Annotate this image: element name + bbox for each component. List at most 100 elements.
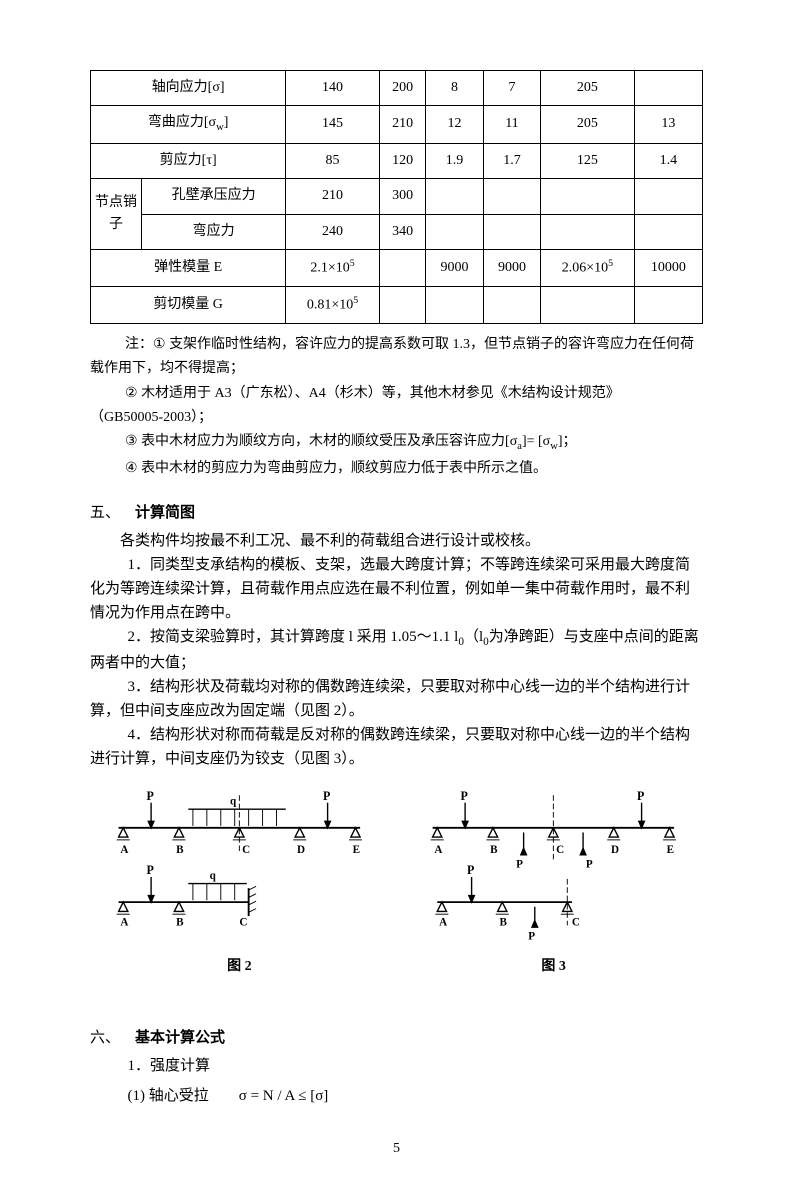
cell xyxy=(541,179,635,214)
row-label: 弯曲应力[σw] xyxy=(91,106,286,144)
circled-4-icon: ④ xyxy=(125,459,138,475)
cell xyxy=(483,179,540,214)
cell: 200 xyxy=(379,71,426,106)
section-5-num: 五、 xyxy=(90,501,135,525)
cell: 9000 xyxy=(483,250,540,287)
group-label: 节点销子 xyxy=(91,179,142,250)
cell: 0.81×105 xyxy=(286,287,380,324)
table-row: 轴向应力[σ] 140 200 8 7 205 xyxy=(91,71,703,106)
section-6-title: 基本计算公式 xyxy=(135,1030,225,1046)
row-label: 孔壁承压应力 xyxy=(142,179,286,214)
cell: 1.9 xyxy=(426,143,483,178)
cell: 120 xyxy=(379,143,426,178)
cell: 2.06×105 xyxy=(541,250,635,287)
cell: 13 xyxy=(634,106,702,144)
stress-table: 轴向应力[σ] 140 200 8 7 205 弯曲应力[σw] 145 210… xyxy=(90,70,703,324)
table-row: 剪应力[τ] 85 120 1.9 1.7 125 1.4 xyxy=(91,143,703,178)
cell xyxy=(634,287,702,324)
sec6-sub1: 1．强度计算 xyxy=(90,1054,703,1078)
cell: 11 xyxy=(483,106,540,144)
svg-text:A: A xyxy=(435,844,443,856)
formula-1: (1) 轴心受拉 σ = N / A ≤ [σ] xyxy=(128,1084,704,1108)
cell: 2.1×105 xyxy=(286,250,380,287)
note-1: 注：① 支架作临时性结构，容许应力的提高系数可取 1.3，但节点销子的容许弯应力… xyxy=(90,332,703,381)
svg-text:A: A xyxy=(120,844,128,856)
section-6-heading: 六、基本计算公式 xyxy=(90,1026,703,1050)
svg-text:A: A xyxy=(120,916,128,928)
cell xyxy=(379,287,426,324)
table-row: 弹性模量 E 2.1×105 9000 9000 2.06×105 10000 xyxy=(91,250,703,287)
cell: 145 xyxy=(286,106,380,144)
svg-text:D: D xyxy=(611,844,619,856)
svg-text:C: C xyxy=(242,844,250,856)
cell: 205 xyxy=(541,106,635,144)
svg-text:P: P xyxy=(323,789,331,803)
svg-text:q: q xyxy=(210,870,217,882)
cell xyxy=(483,214,540,249)
svg-text:B: B xyxy=(500,916,508,928)
note-4: ④ 表中木材的剪应力为弯曲剪应力，顺纹剪应力低于表中所示之值。 xyxy=(90,456,703,481)
svg-text:B: B xyxy=(176,916,184,928)
figure-3-caption: 图 3 xyxy=(414,956,693,978)
cell xyxy=(541,214,635,249)
cell: 85 xyxy=(286,143,380,178)
sec5-p2: 2．按简支梁验算时，其计算跨度 l 采用 1.05～1.1 l0（l0为净跨距）… xyxy=(90,625,703,675)
cell: 240 xyxy=(286,214,380,249)
svg-text:E: E xyxy=(353,844,360,856)
cell: 140 xyxy=(286,71,380,106)
cell xyxy=(426,179,483,214)
svg-text:D: D xyxy=(297,844,305,856)
cell xyxy=(634,179,702,214)
row-label: 轴向应力[σ] xyxy=(91,71,286,106)
section-6-num: 六、 xyxy=(90,1026,135,1050)
svg-text:C: C xyxy=(239,916,247,928)
cell: 125 xyxy=(541,143,635,178)
figure-2: P P q A B C D E xyxy=(100,786,379,978)
note-lead: 注： xyxy=(125,337,153,352)
table-row: 剪切模量 G 0.81×105 xyxy=(91,287,703,324)
row-label: 剪应力[τ] xyxy=(91,143,286,178)
cell xyxy=(634,71,702,106)
svg-text:q: q xyxy=(230,795,237,807)
formula-1-expr: σ = N / A ≤ [σ] xyxy=(239,1088,329,1104)
svg-text:P: P xyxy=(529,930,536,942)
row-label: 弯应力 xyxy=(142,214,286,249)
cell: 340 xyxy=(379,214,426,249)
cell xyxy=(426,214,483,249)
cell: 8 xyxy=(426,71,483,106)
table-notes: 注：① 支架作临时性结构，容许应力的提高系数可取 1.3，但节点销子的容许弯应力… xyxy=(90,332,703,481)
svg-text:C: C xyxy=(572,916,580,928)
cell: 205 xyxy=(541,71,635,106)
cell: 12 xyxy=(426,106,483,144)
cell: 300 xyxy=(379,179,426,214)
svg-text:P: P xyxy=(586,859,593,871)
sec5-p4: 4．结构形状对称而荷载是反对称的偶数跨连续梁，只要取对称中心线一边的半个结构进行… xyxy=(90,723,703,771)
svg-text:E: E xyxy=(667,844,674,856)
table-row: 弯曲应力[σw] 145 210 12 11 205 13 xyxy=(91,106,703,144)
note-3: ③ 表中木材应力为顺纹方向，木材的顺纹受压及承压容许应力[σa]= [σw]； xyxy=(90,429,703,456)
sec5-p3: 3．结构形状及荷载均对称的偶数跨连续梁，只要取对称中心线一边的半个结构进行计算，… xyxy=(90,675,703,723)
svg-text:P: P xyxy=(146,789,154,803)
cell: 210 xyxy=(286,179,380,214)
cell xyxy=(379,250,426,287)
table-row: 弯应力 240 340 xyxy=(91,214,703,249)
row-label: 剪切模量 G xyxy=(91,287,286,324)
cell: 1.7 xyxy=(483,143,540,178)
circled-3-icon: ③ xyxy=(125,432,138,448)
cell xyxy=(483,287,540,324)
section-5-heading: 五、计算简图 xyxy=(90,501,703,525)
cell: 210 xyxy=(379,106,426,144)
note-2: ② 木材适用于 A3（广东松）、A4（杉木）等，其他木材参见《木结构设计规范》 xyxy=(90,381,703,406)
cell: 7 xyxy=(483,71,540,106)
figure-2-caption: 图 2 xyxy=(100,956,379,978)
svg-text:P: P xyxy=(461,789,469,803)
svg-text:A: A xyxy=(439,916,447,928)
sec5-p0: 各类构件均按最不利工况、最不利的荷载组合进行设计或校核。 xyxy=(90,529,703,553)
svg-text:C: C xyxy=(556,844,564,856)
section-5-title: 计算简图 xyxy=(135,505,195,521)
figure-3-diagram-icon: P P P P A B C D E xyxy=(414,786,693,944)
circled-1-icon: ① xyxy=(153,335,166,351)
svg-text:B: B xyxy=(176,844,184,856)
row-label: 弹性模量 E xyxy=(91,250,286,287)
table-row: 节点销子 孔壁承压应力 210 300 xyxy=(91,179,703,214)
